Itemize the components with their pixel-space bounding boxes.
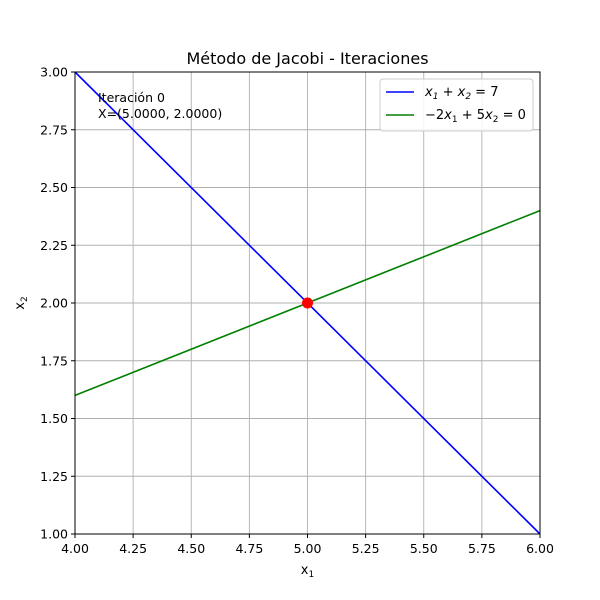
y-tick-label-7: 2.75 xyxy=(40,122,68,137)
legend: x1 + x2 = 7 −2x1 + 5x2 = 0 xyxy=(379,78,534,132)
y-tick-label-8: 3.00 xyxy=(40,65,68,80)
iteration-point-0 xyxy=(302,297,313,309)
x-tick-label-6: 5.50 xyxy=(410,541,438,556)
y-axis: 1.00 1.25 1.50 1.75 2.00 2.25 2.50 2.75 3.00 xyxy=(40,65,75,542)
y-tick-label-0: 1.00 xyxy=(40,527,68,542)
chart-title: Método de Jacobi - Iteraciones xyxy=(186,49,428,68)
x-tick-label-1: 4.25 xyxy=(119,541,147,556)
y-tick-label-6: 2.50 xyxy=(40,180,68,195)
y-axis-label: x2 xyxy=(13,296,30,309)
x-axis: 4.00 4.25 4.50 4.75 5.00 5.25 5.50 5.75 6.00 xyxy=(61,534,554,556)
legend-label-green: −2x1 + 5x2 = 0 xyxy=(425,108,526,125)
iteration-annotation-line-2: X=(5.0000, 2.0000) xyxy=(98,106,222,121)
x-tick-label-2: 4.50 xyxy=(177,541,205,556)
iteration-annotation-line-1: Iteración 0 xyxy=(98,90,165,105)
legend-box xyxy=(379,78,534,132)
y-tick-label-2: 1.50 xyxy=(40,411,68,426)
y-tick-label-5: 2.25 xyxy=(40,238,68,253)
series-layer xyxy=(74,71,541,535)
x-tick-label-3: 4.75 xyxy=(235,541,263,556)
x-tick-label-4: 5.00 xyxy=(294,541,322,556)
x-tick-label-0: 4.00 xyxy=(61,541,89,556)
x-axis-label: x1 xyxy=(301,563,314,580)
y-tick-label-1: 1.25 xyxy=(40,469,68,484)
x-tick-label-8: 6.00 xyxy=(526,541,554,556)
x-tick-label-5: 5.25 xyxy=(352,541,380,556)
y-tick-label-4: 2.00 xyxy=(40,296,68,311)
y-tick-label-3: 1.75 xyxy=(40,353,68,368)
x-tick-label-7: 5.75 xyxy=(468,541,496,556)
legend-label-blue: x1 + x2 = 7 xyxy=(424,85,498,102)
